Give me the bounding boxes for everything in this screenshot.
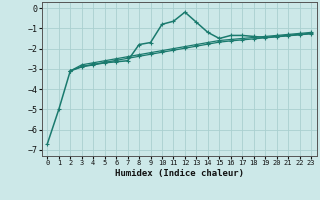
X-axis label: Humidex (Indice chaleur): Humidex (Indice chaleur) bbox=[115, 169, 244, 178]
